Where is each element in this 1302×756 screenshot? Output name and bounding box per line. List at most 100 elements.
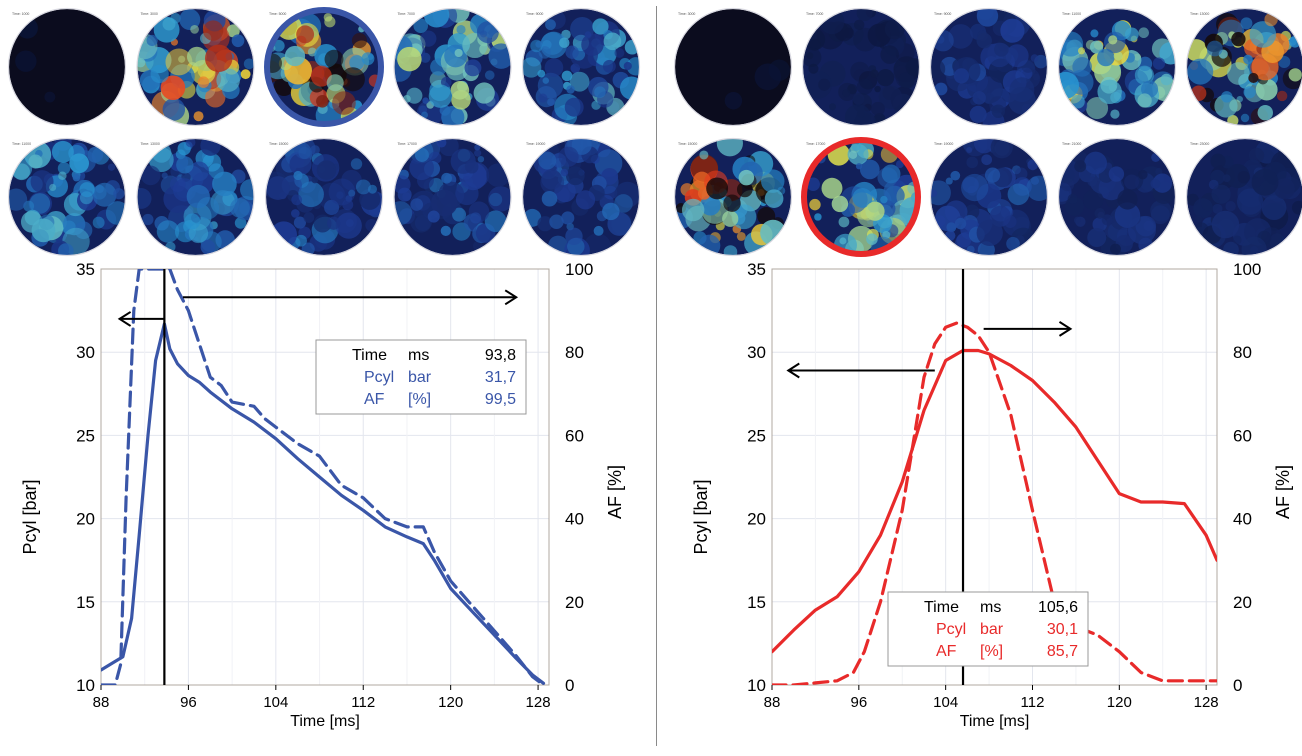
flame-blob (465, 160, 479, 174)
flame-blob (853, 93, 865, 105)
flame-blob (970, 106, 987, 123)
flame-blob (58, 243, 74, 259)
flame-blob (341, 67, 365, 91)
flame-blob (329, 179, 356, 206)
flame-blob (839, 217, 850, 228)
flame-blob (1008, 184, 1030, 206)
flame-blob (814, 213, 821, 220)
flame-blob (310, 145, 320, 155)
flame-blob (870, 70, 878, 78)
flame-blob (992, 104, 1006, 118)
flame-blob (190, 25, 199, 34)
flame-blob (839, 237, 846, 244)
flame-blob (154, 17, 180, 43)
flame-blob (351, 158, 362, 169)
y2-tick-label: 60 (565, 426, 584, 445)
flame-blob (537, 70, 545, 78)
y2-tick-label: 100 (565, 260, 593, 279)
flame-blob (1124, 174, 1139, 189)
readout-value: 105,6 (1038, 599, 1078, 616)
flame-blob (987, 43, 1012, 68)
flame-blob (49, 184, 56, 191)
flame-blob (808, 64, 818, 74)
flame-blob (298, 181, 324, 207)
combustion-frame (926, 3, 1048, 133)
flame-blob (842, 89, 850, 97)
flame-blob (424, 2, 449, 27)
flame-blob (822, 178, 843, 199)
flame-blob (455, 49, 463, 57)
combustion-frame (926, 133, 1052, 259)
frame-caption: Time: 17000 (398, 142, 417, 146)
flame-blob (1150, 179, 1160, 189)
flame-blob (926, 180, 951, 205)
flame-blob (1225, 201, 1235, 211)
y-tick-label: 35 (76, 260, 95, 279)
flame-blob (1248, 73, 1258, 83)
flame-blob (198, 76, 209, 87)
flame-blob (966, 147, 972, 153)
flame-blob (880, 45, 899, 64)
frame-caption: Time: 9000 (526, 12, 543, 16)
flame-blob (1068, 194, 1078, 204)
flame-blob (809, 199, 820, 210)
flame-blob (1109, 166, 1124, 181)
flame-blob (545, 58, 564, 77)
flame-blob (961, 174, 988, 201)
flame-blob (1108, 35, 1117, 44)
flame-blob (451, 81, 470, 100)
flame-blob (429, 84, 452, 107)
flame-blob (1241, 237, 1266, 262)
panel-divider (656, 6, 657, 746)
y-tick-label: 10 (747, 676, 766, 695)
flame-blob (388, 201, 412, 225)
flame-blob (295, 235, 307, 247)
flame-blob (58, 172, 66, 180)
flame-blob (317, 160, 337, 180)
flame-blob (538, 94, 547, 103)
flame-blob (565, 98, 584, 117)
combustion-frame (387, 0, 514, 129)
y2-tick-label: 80 (565, 343, 584, 362)
flame-blob (1027, 160, 1038, 171)
flame-blob (241, 69, 251, 79)
flame-blob (474, 150, 481, 157)
flame-blob (291, 209, 300, 218)
flame-blob (352, 33, 367, 48)
flame-blob (737, 232, 746, 241)
flame-blob (585, 31, 592, 38)
frame-caption: Time: 7000 (806, 12, 823, 16)
flame-blob (932, 30, 953, 51)
y2-tick-label: 60 (1233, 426, 1252, 445)
flame-blob (981, 154, 992, 165)
flame-blob (880, 196, 887, 203)
flame-blob (422, 97, 428, 103)
flame-blob (32, 218, 56, 242)
x-tick-label: 104 (263, 694, 288, 711)
flame-blob (240, 179, 261, 200)
flame-blob (270, 221, 297, 248)
flame-blob (765, 189, 784, 208)
flame-blob (966, 157, 978, 169)
flame-blob (13, 163, 30, 180)
flame-blob (1074, 217, 1081, 224)
flame-blob (470, 212, 481, 223)
flame-blob (877, 69, 894, 86)
flame-blob (1223, 174, 1231, 182)
x-tick-label: 88 (93, 694, 110, 711)
frame-caption: Time: 3000 (141, 12, 158, 16)
flame-blob (1243, 55, 1253, 65)
flame-blob (478, 156, 484, 162)
flame-blob (1244, 86, 1256, 98)
readout-value: 31,7 (485, 369, 516, 386)
flame-blob (755, 63, 782, 90)
y-tick-label: 15 (76, 593, 95, 612)
y2-axis-label: AF [%] (1273, 465, 1293, 519)
flame-blob (845, 104, 871, 130)
flame-blob (197, 197, 219, 219)
flame-blob (1125, 27, 1139, 41)
flame-blob (44, 92, 55, 103)
flame-blob (1087, 177, 1097, 187)
flame-blob (945, 230, 956, 241)
